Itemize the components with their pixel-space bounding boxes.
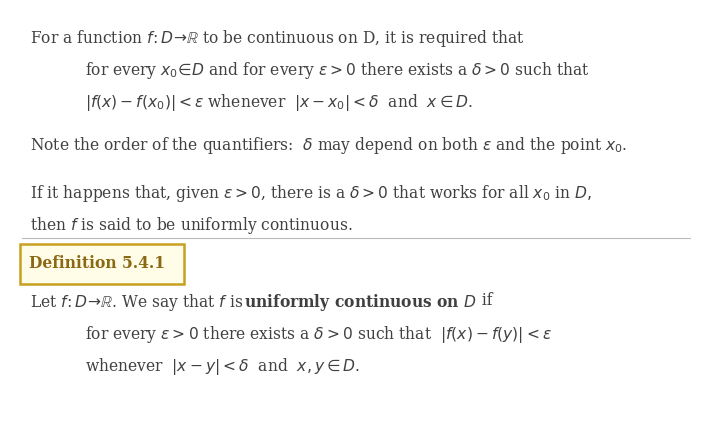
Text: whenever  $|x - y| < \delta$  and  $x, y \in D.$: whenever $|x - y| < \delta$ and $x, y \i… [85,356,360,377]
Text: If it happens that, given $\varepsilon > 0$, there is a $\delta > 0$ that works : If it happens that, given $\varepsilon >… [30,183,592,204]
Text: if: if [477,292,493,309]
Text: for every $x_{0}\!\in\! D$ and for every $\varepsilon > 0$ there exists a $\delt: for every $x_{0}\!\in\! D$ and for every… [85,60,589,81]
FancyBboxPatch shape [20,244,184,284]
Text: uniformly continuous on $D$: uniformly continuous on $D$ [244,292,477,313]
Text: For a function $f\!:D\!\rightarrow\!\mathbb{R}$ to be continuous on D, it is req: For a function $f\!:D\!\rightarrow\!\mat… [30,28,525,49]
Text: Let $f\!:D\!\rightarrow\!\mathbb{R}$. We say that $f$ is: Let $f\!:D\!\rightarrow\!\mathbb{R}$. We… [30,292,244,313]
Text: Definition 5.4.1: Definition 5.4.1 [29,255,165,272]
Text: then $f$ is said to be uniformly continuous.: then $f$ is said to be uniformly continu… [30,215,353,236]
Text: $|f(x) - f(x_{0})| < \varepsilon$ whenever  $|x - x_{0}| < \delta$  and  $x \in : $|f(x) - f(x_{0})| < \varepsilon$ whenev… [85,92,473,113]
Text: for every $\varepsilon > 0$ there exists a $\delta > 0$ such that  $|f(x) - f(y): for every $\varepsilon > 0$ there exists… [85,324,552,345]
Text: Note the order of the quantifiers:  $\delta$ may depend on both $\varepsilon$ an: Note the order of the quantifiers: $\del… [30,135,627,156]
